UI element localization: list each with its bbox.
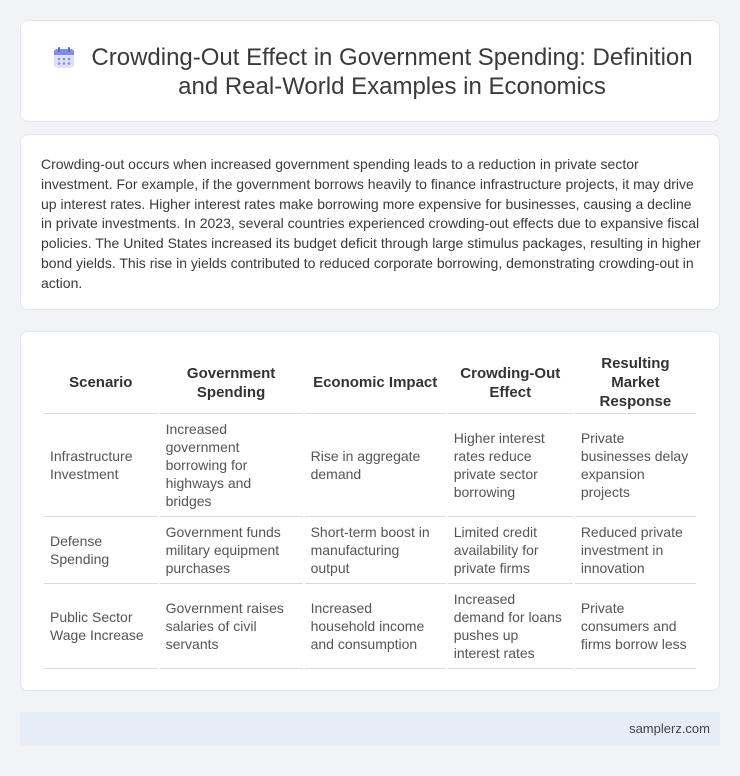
table-row: Infrastructure Investment Increased gove…	[44, 414, 696, 517]
table-cell: Private consumers and firms borrow less	[574, 584, 696, 669]
title-card: Crowding-Out Effect in Government Spendi…	[20, 20, 720, 122]
table-cell: Higher interest rates reduce private sec…	[447, 414, 573, 517]
calendar-icon	[54, 47, 74, 68]
table-cell: Increased demand for loans pushes up int…	[447, 584, 573, 669]
table-cell: Limited credit availability for private …	[447, 517, 573, 584]
table-header-row: Scenario Government Spending Economic Im…	[44, 352, 696, 414]
intro-card: Crowding-out occurs when increased gover…	[20, 134, 720, 310]
table-cell: Public Sector Wage Increase	[44, 584, 158, 669]
table-cell: Defense Spending	[44, 517, 158, 584]
column-header-government-spending: Government Spending	[159, 352, 303, 414]
table-cell: Government funds military equipment purc…	[159, 517, 303, 584]
table-cell: Increased household income and consumpti…	[304, 584, 446, 669]
table-cell: Reduced private investment in innovation	[574, 517, 696, 584]
footer: samplerz.com	[20, 712, 720, 746]
table-card: Scenario Government Spending Economic Im…	[20, 331, 720, 691]
footer-site-link[interactable]: samplerz.com	[629, 721, 710, 736]
table-cell: Infrastructure Investment	[44, 414, 158, 517]
column-header-market-response: Resulting Market Response	[574, 352, 696, 414]
page-title: Crowding-Out Effect in Government Spendi…	[91, 44, 693, 100]
table-cell: Government raises salaries of civil serv…	[159, 584, 303, 669]
table-cell: Short-term boost in manufacturing output	[304, 517, 446, 584]
column-header-economic-impact: Economic Impact	[304, 352, 446, 414]
table-row: Defense Spending Government funds milita…	[44, 517, 696, 584]
table-row: Public Sector Wage Increase Government r…	[44, 584, 696, 669]
intro-paragraph: Crowding-out occurs when increased gover…	[41, 156, 701, 291]
table-cell: Rise in aggregate demand	[304, 414, 446, 517]
column-header-scenario: Scenario	[44, 352, 158, 414]
column-header-crowding-out-effect: Crowding-Out Effect	[447, 352, 573, 414]
table-cell: Private businesses delay expansion proje…	[574, 414, 696, 517]
table-cell: Increased government borrowing for highw…	[159, 414, 303, 517]
comparison-table: Scenario Government Spending Economic Im…	[42, 352, 698, 669]
